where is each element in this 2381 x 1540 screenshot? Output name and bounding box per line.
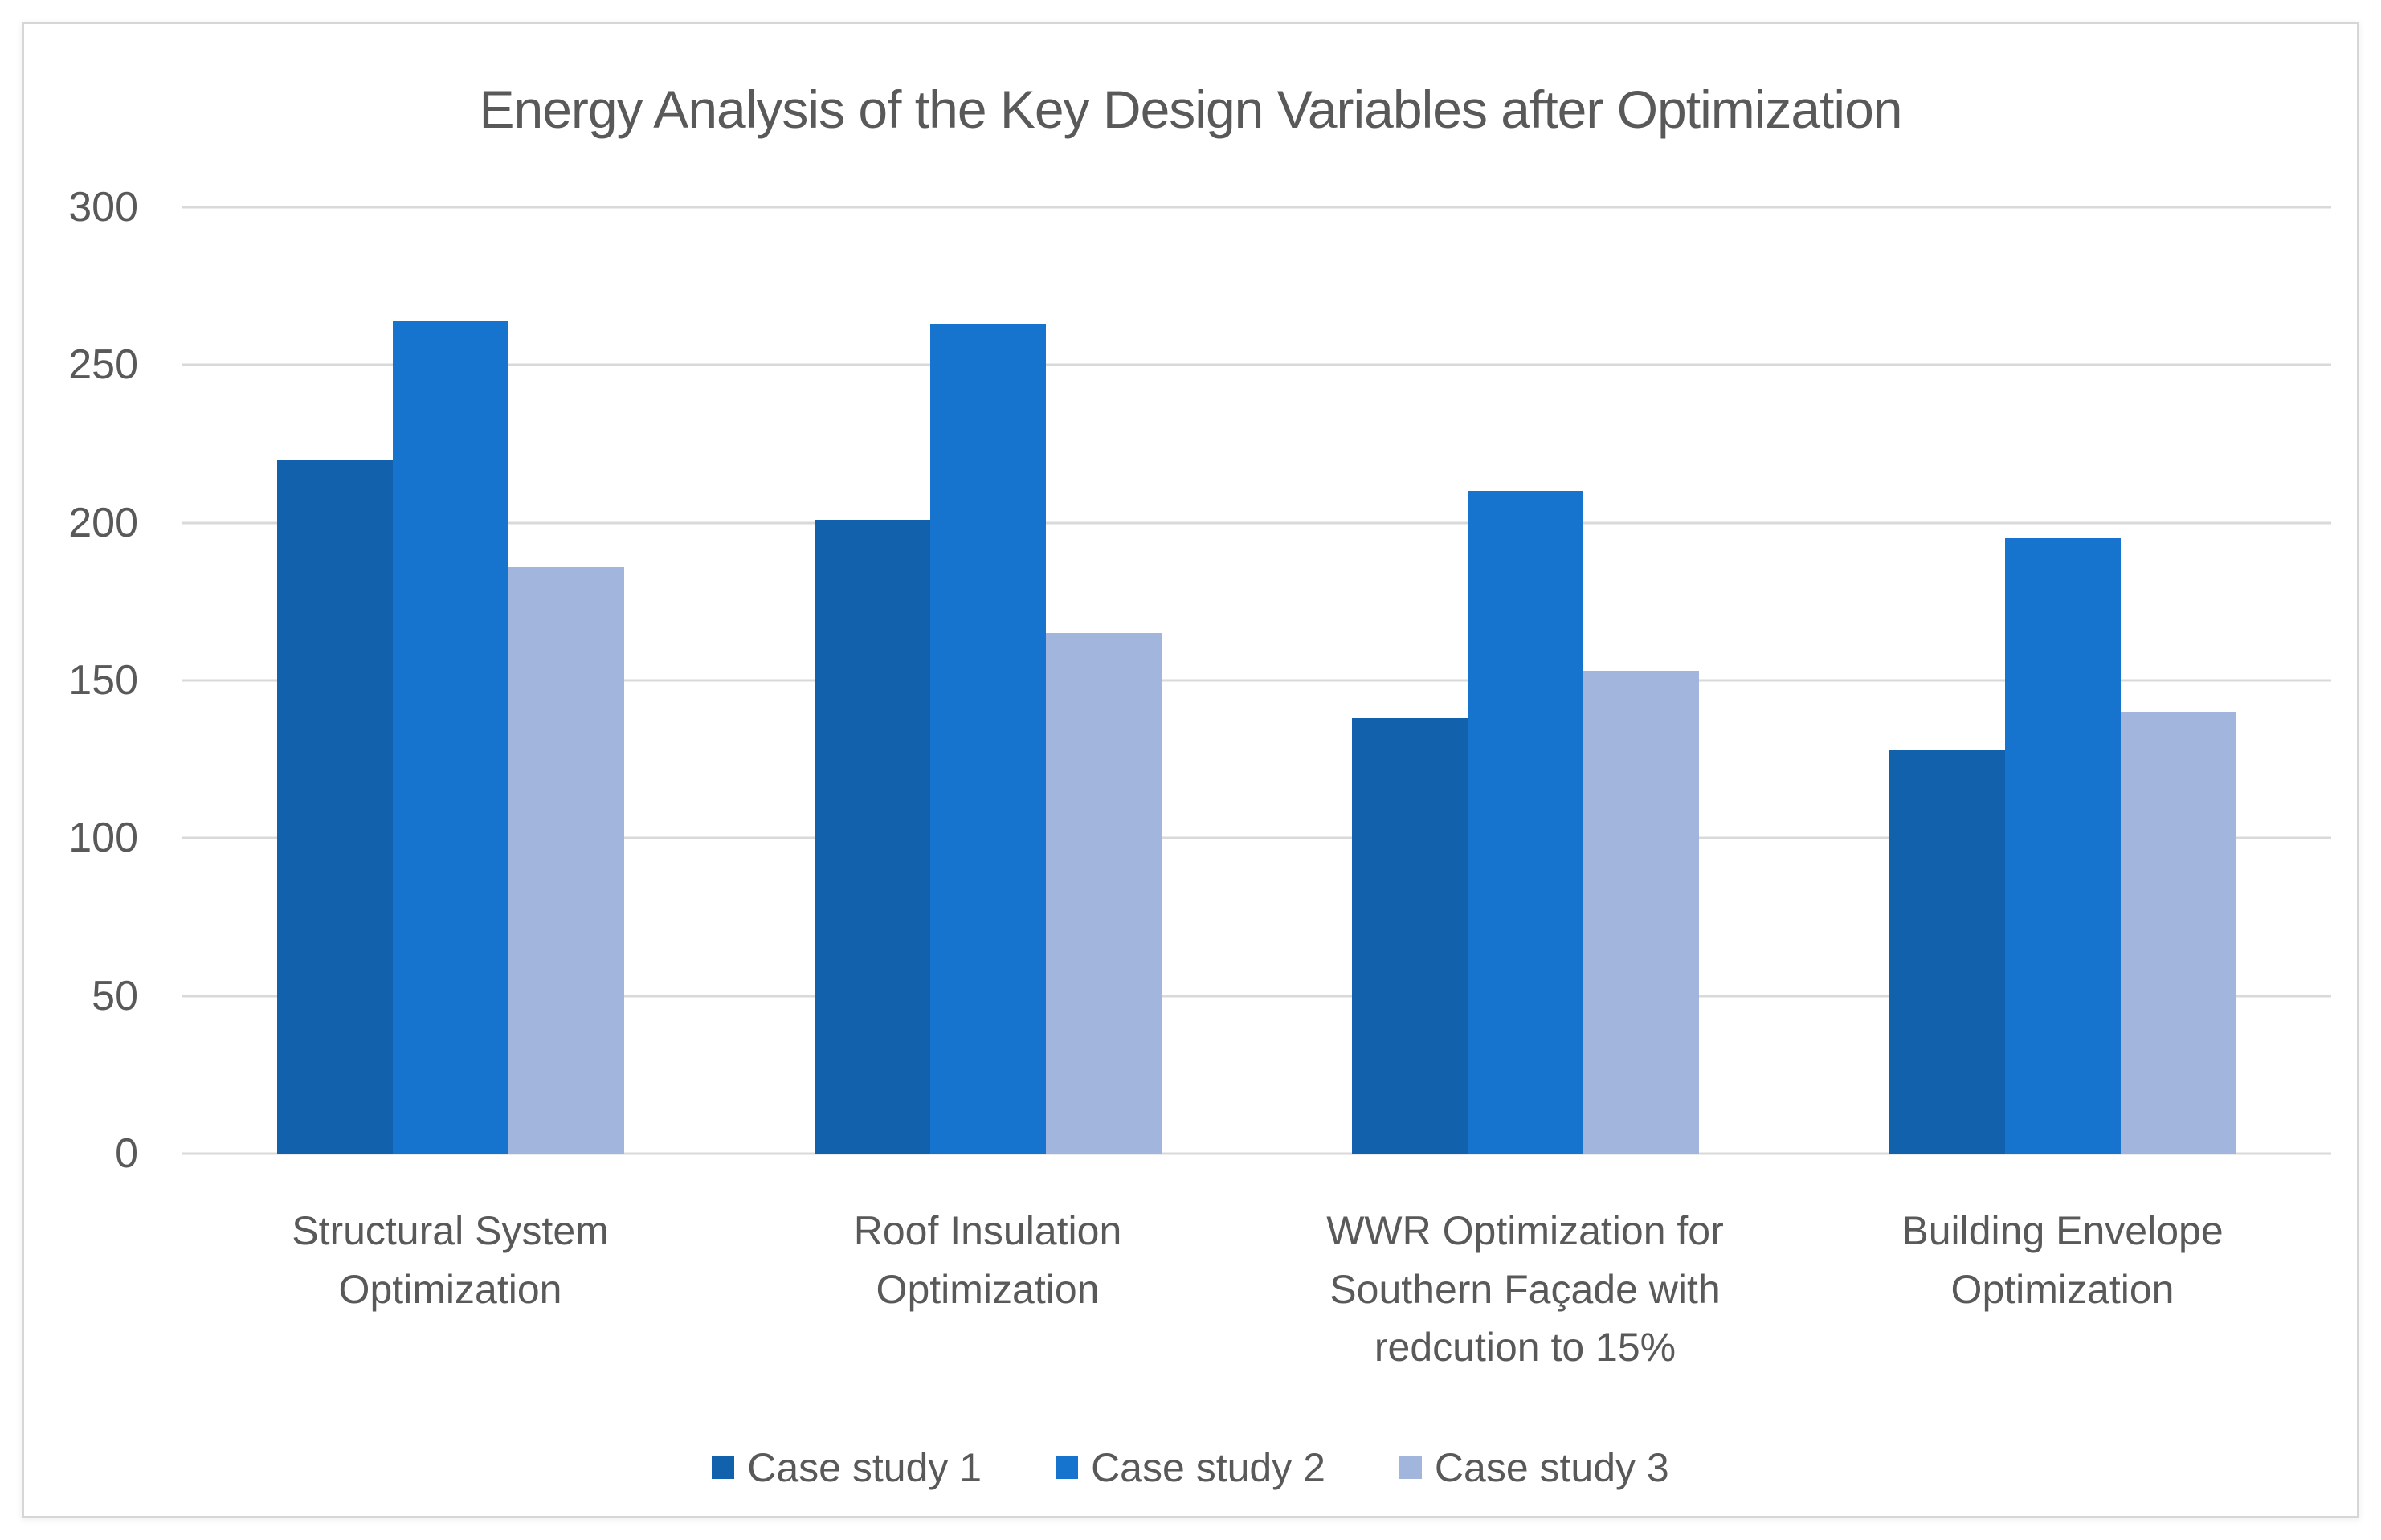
y-axis-tick-label: 50 bbox=[92, 972, 138, 1019]
bar-group bbox=[182, 207, 719, 1154]
legend-label: Case study 1 bbox=[747, 1445, 982, 1490]
legend-item[interactable]: Case study 3 bbox=[1399, 1444, 1669, 1491]
y-axis-tick-label: 300 bbox=[68, 184, 138, 231]
bar-case-study-2[interactable] bbox=[929, 324, 1046, 1154]
gridline bbox=[182, 836, 2331, 839]
bar-case-study-2[interactable] bbox=[2004, 538, 2121, 1154]
bar-case-study-1[interactable] bbox=[276, 460, 393, 1154]
x-axis-category-labels: Structural System Optimization Roof Insul… bbox=[182, 1202, 2331, 1377]
category-label: WWR Optimization for Southern Façade wit… bbox=[1326, 1208, 1724, 1370]
legend-item[interactable]: Case study 2 bbox=[1056, 1444, 1325, 1491]
y-axis-tick-label: 200 bbox=[68, 499, 138, 546]
plot-area: 0 50 100 150 200 250 300 bbox=[68, 186, 2331, 1174]
chart-title: Energy Analysis of the Key Design Variab… bbox=[479, 80, 1902, 139]
gridline bbox=[182, 206, 2331, 209]
bar-case-study-3[interactable] bbox=[1583, 671, 1699, 1154]
bar-group bbox=[1794, 207, 2331, 1154]
legend-swatch bbox=[712, 1456, 735, 1479]
category-label: Structural System Optimization bbox=[292, 1208, 609, 1312]
gridline bbox=[182, 1152, 2331, 1155]
bar-case-study-1[interactable] bbox=[1351, 718, 1468, 1154]
bar-case-study-1[interactable] bbox=[814, 519, 930, 1154]
bar-case-study-2[interactable] bbox=[392, 321, 508, 1154]
bar-group bbox=[719, 207, 1256, 1154]
y-axis-tick-label: 0 bbox=[115, 1130, 138, 1177]
y-axis-tick-label: 100 bbox=[68, 815, 138, 862]
gridline bbox=[182, 679, 2331, 682]
bar-case-study-1[interactable] bbox=[1889, 750, 2005, 1154]
gridline bbox=[182, 521, 2331, 525]
legend-label: Case study 2 bbox=[1091, 1445, 1325, 1490]
y-axis-tick-label: 250 bbox=[68, 341, 138, 389]
bar-case-study-3[interactable] bbox=[508, 566, 624, 1154]
bar-groups bbox=[182, 207, 2331, 1154]
bar-case-study-3[interactable] bbox=[1045, 633, 1162, 1154]
y-axis-tick-label: 150 bbox=[68, 657, 138, 704]
legend: Case study 1 Case study 2 Case study 3 bbox=[0, 1444, 2381, 1491]
bar-group bbox=[1256, 207, 1794, 1154]
legend-item[interactable]: Case study 1 bbox=[712, 1444, 982, 1491]
legend-swatch bbox=[1399, 1456, 1422, 1479]
bar-case-study-2[interactable] bbox=[1467, 491, 1583, 1154]
legend-swatch bbox=[1056, 1456, 1079, 1479]
category-label: Building Envelope Optimization bbox=[1901, 1208, 2224, 1312]
legend-label: Case study 3 bbox=[1434, 1445, 1669, 1490]
gridline bbox=[182, 363, 2331, 366]
gridline bbox=[182, 995, 2331, 998]
category-label: Roof Insulation Optimization bbox=[853, 1208, 1122, 1312]
bar-case-study-3[interactable] bbox=[2120, 712, 2236, 1154]
